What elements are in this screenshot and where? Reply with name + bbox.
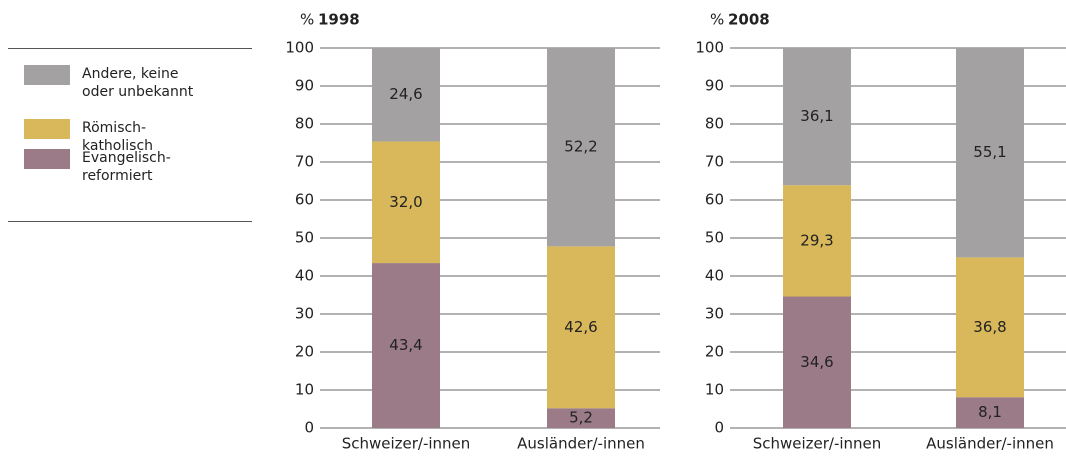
- y-tick-label: 100: [285, 39, 314, 57]
- data-label: 24,6: [389, 85, 422, 103]
- chart-title: 2008: [728, 11, 770, 29]
- legend-label: Römisch-katholisch: [82, 120, 154, 154]
- y-axis-label: %: [300, 11, 314, 29]
- y-tick-label: 0: [714, 419, 724, 437]
- x-tick-label: Schweizer/-innen: [753, 435, 882, 453]
- bar-segment: [547, 246, 615, 409]
- bar-segment: [783, 185, 851, 297]
- data-label: 43,4: [389, 336, 422, 354]
- bar-segment: [783, 296, 851, 428]
- y-tick-label: 70: [295, 153, 314, 171]
- legend-label: Andere, keine oder unbekannt: [82, 66, 194, 100]
- bar-segment: [547, 408, 615, 428]
- data-label: 32,0: [389, 193, 422, 211]
- data-label: 55,1: [973, 143, 1006, 161]
- legend-swatch: [24, 65, 70, 85]
- data-label: 42,6: [564, 318, 597, 336]
- y-tick-label: 100: [695, 39, 724, 57]
- y-tick-label: 70: [705, 153, 724, 171]
- bar-segment: [372, 141, 440, 264]
- data-label: 36,1: [800, 107, 833, 125]
- x-tick-label: Ausländer/-innen: [926, 435, 1054, 453]
- y-tick-label: 30: [295, 305, 314, 323]
- legend-swatch: [24, 119, 70, 139]
- legend: Andere, keine oder unbekannt Römisch-kath…: [8, 48, 252, 222]
- y-tick-label: 0: [304, 419, 314, 437]
- legend-item: Andere, keine oder unbekannt: [24, 65, 212, 101]
- bar-segment: [956, 397, 1024, 428]
- data-label: 34,6: [800, 353, 833, 371]
- data-label: 36,8: [973, 318, 1006, 336]
- bar-segment: [372, 263, 440, 428]
- bar-segment: [783, 48, 851, 186]
- y-tick-label: 80: [295, 115, 314, 133]
- y-tick-label: 10: [295, 381, 314, 399]
- y-tick-label: 40: [295, 267, 314, 285]
- y-tick-label: 90: [705, 77, 724, 95]
- y-tick-label: 80: [705, 115, 724, 133]
- y-tick-label: 60: [705, 191, 724, 209]
- chart-title: 1998: [318, 11, 360, 29]
- y-tick-label: 40: [705, 267, 724, 285]
- x-tick-label: Ausländer/-innen: [517, 435, 645, 453]
- y-axis-label: %: [710, 11, 724, 29]
- data-label: 8,1: [978, 403, 1002, 421]
- y-tick-label: 20: [295, 343, 314, 361]
- legend-label: Evangelisch-reformiert: [82, 150, 171, 184]
- bar-segment: [372, 48, 440, 142]
- data-label: 5,2: [569, 409, 593, 427]
- legend-item: Römisch-katholisch: [24, 119, 212, 155]
- data-label: 29,3: [800, 231, 833, 249]
- bar-segment: [956, 257, 1024, 398]
- x-tick-label: Schweizer/-innen: [342, 435, 471, 453]
- legend-swatch: [24, 149, 70, 169]
- y-tick-label: 50: [705, 229, 724, 247]
- bar-segment: [547, 48, 615, 247]
- y-tick-label: 60: [295, 191, 314, 209]
- y-tick-label: 90: [295, 77, 314, 95]
- y-tick-label: 20: [705, 343, 724, 361]
- bar-segment: [956, 48, 1024, 258]
- y-tick-label: 10: [705, 381, 724, 399]
- y-tick-label: 30: [705, 305, 724, 323]
- y-tick-label: 50: [295, 229, 314, 247]
- data-label: 52,2: [564, 138, 597, 156]
- legend-item: Evangelisch-reformiert: [24, 149, 212, 185]
